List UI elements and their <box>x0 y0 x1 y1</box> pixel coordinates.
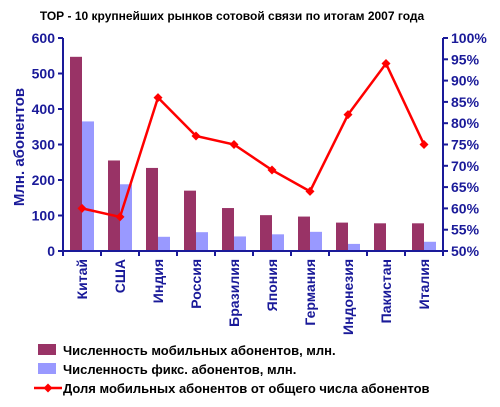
y2-tick-label: 60% <box>451 200 480 216</box>
y-tick-label: 100 <box>32 208 56 224</box>
bar-mobile <box>260 215 272 251</box>
share-point <box>153 93 163 103</box>
bar-mobile <box>184 190 196 251</box>
y2-tick-label: 100% <box>451 30 487 46</box>
share-line <box>81 61 426 219</box>
legend-label: Численность мобильных абонентов, млн. <box>63 343 336 358</box>
y2-tick-label: 70% <box>451 158 480 174</box>
bar-fixed <box>424 241 436 251</box>
y-tick-label: 500 <box>32 66 56 82</box>
share-point <box>305 186 315 196</box>
bar-fixed <box>120 184 132 251</box>
x-tick-label: Россия <box>188 259 204 309</box>
bar-fixed <box>272 234 284 251</box>
x-tick-label: Китай <box>74 259 90 299</box>
bar-mobile <box>70 56 82 251</box>
legend: Численность мобильных абонентов, млн. Чис… <box>34 343 430 396</box>
share-point <box>229 140 239 149</box>
bar-mobile <box>146 167 158 251</box>
x-tick-label: Индонезия <box>340 259 356 335</box>
x-tick-label: Индия <box>150 259 166 303</box>
y-tick-label: 0 <box>47 243 55 259</box>
x-tick-label: Бразилия <box>226 259 242 327</box>
x-tick-label: Япония <box>264 259 280 311</box>
y2-tick-label: 85% <box>451 94 480 110</box>
y2-tick-label: 90% <box>451 73 480 89</box>
y2-tick-label: 50% <box>451 243 480 259</box>
legend-swatch-share-point <box>43 383 53 393</box>
y2-tick-label: 55% <box>451 222 480 238</box>
legend-label: Доля мобильных абонентов от общего числа… <box>63 381 430 396</box>
share-point <box>381 59 391 69</box>
bar-mobile <box>412 223 424 251</box>
y2-tick-label: 95% <box>451 51 480 67</box>
share-point <box>267 165 277 175</box>
bar-fixed <box>234 236 246 251</box>
bar-fixed <box>158 236 170 251</box>
chart-title: ТОР - 10 крупнейших рынков сотовой связи… <box>40 9 425 23</box>
bar-fixed <box>82 121 94 251</box>
bar-fixed <box>196 232 208 251</box>
x-tick-label: США <box>112 259 128 293</box>
bar-fixed <box>310 231 322 251</box>
y-axis-label: Млн. абонентов <box>11 88 28 206</box>
y-tick-label: 400 <box>32 101 56 117</box>
y2-tick-label: 80% <box>451 115 480 131</box>
share-point <box>343 110 353 120</box>
x-tick-label: Италия <box>416 259 432 309</box>
bar-mobile <box>374 223 386 251</box>
y2-tick-label: 75% <box>451 137 480 153</box>
bar-mobile <box>298 216 310 251</box>
legend-label: Численность фикс. абонентов, млн. <box>63 362 296 377</box>
plot-area: 0 100 200 300 400 500 600 50% 55% 60% 65% 70% 75% 80%… <box>32 30 488 335</box>
share-point <box>419 140 429 149</box>
share-point <box>191 131 201 141</box>
y-tick-label: 300 <box>32 137 56 153</box>
x-tick-label: Германия <box>302 259 318 326</box>
share-point <box>77 203 87 213</box>
legend-swatch-fixed <box>38 363 56 374</box>
y2-tick-label: 65% <box>451 179 480 195</box>
y-tick-label: 200 <box>32 172 56 188</box>
bar-mobile <box>222 208 234 251</box>
y-tick-label: 600 <box>32 30 56 46</box>
bar-fixed <box>348 243 360 251</box>
bar-mobile <box>108 160 120 251</box>
x-tick-label: Пакистан <box>378 259 394 323</box>
bar-mobile <box>336 222 348 251</box>
legend-swatch-mobile <box>38 344 56 355</box>
share-point <box>115 212 125 222</box>
